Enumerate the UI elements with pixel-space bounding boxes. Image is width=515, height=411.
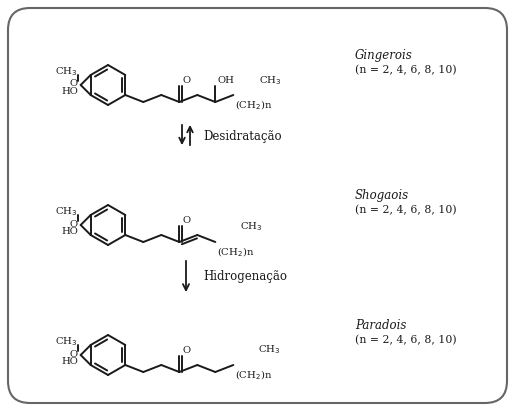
Text: Gingerois: Gingerois [355, 48, 413, 62]
FancyBboxPatch shape [8, 8, 507, 403]
Text: Shogaois: Shogaois [355, 189, 409, 201]
Text: O: O [182, 76, 191, 85]
Text: O: O [70, 219, 78, 229]
Text: (CH$_2$)n: (CH$_2$)n [235, 98, 272, 112]
Text: HO: HO [62, 357, 79, 366]
Text: CH$_3$: CH$_3$ [259, 343, 281, 356]
Text: O: O [182, 346, 191, 355]
Text: CH$_3$: CH$_3$ [260, 74, 282, 87]
Text: O: O [70, 79, 78, 88]
Text: CH$_3$: CH$_3$ [55, 66, 78, 79]
Text: (n = 2, 4, 6, 8, 10): (n = 2, 4, 6, 8, 10) [355, 205, 457, 215]
Text: HO: HO [62, 227, 79, 236]
Text: Hidrogenação: Hidrogenação [203, 270, 287, 283]
Text: CH$_3$: CH$_3$ [55, 206, 78, 218]
Text: O: O [70, 349, 78, 358]
Text: HO: HO [62, 87, 79, 96]
Text: O: O [182, 216, 191, 225]
Text: CH$_3$: CH$_3$ [55, 336, 78, 349]
Text: Paradois: Paradois [355, 319, 406, 332]
Text: (n = 2, 4, 6, 8, 10): (n = 2, 4, 6, 8, 10) [355, 65, 457, 75]
Text: (n = 2, 4, 6, 8, 10): (n = 2, 4, 6, 8, 10) [355, 335, 457, 345]
Text: (CH$_2$)n: (CH$_2$)n [235, 368, 272, 381]
Text: Desidratação: Desidratação [203, 129, 282, 143]
Text: CH$_3$: CH$_3$ [241, 220, 263, 233]
Text: OH: OH [217, 76, 234, 85]
Text: (CH$_2$)n: (CH$_2$)n [217, 245, 254, 259]
